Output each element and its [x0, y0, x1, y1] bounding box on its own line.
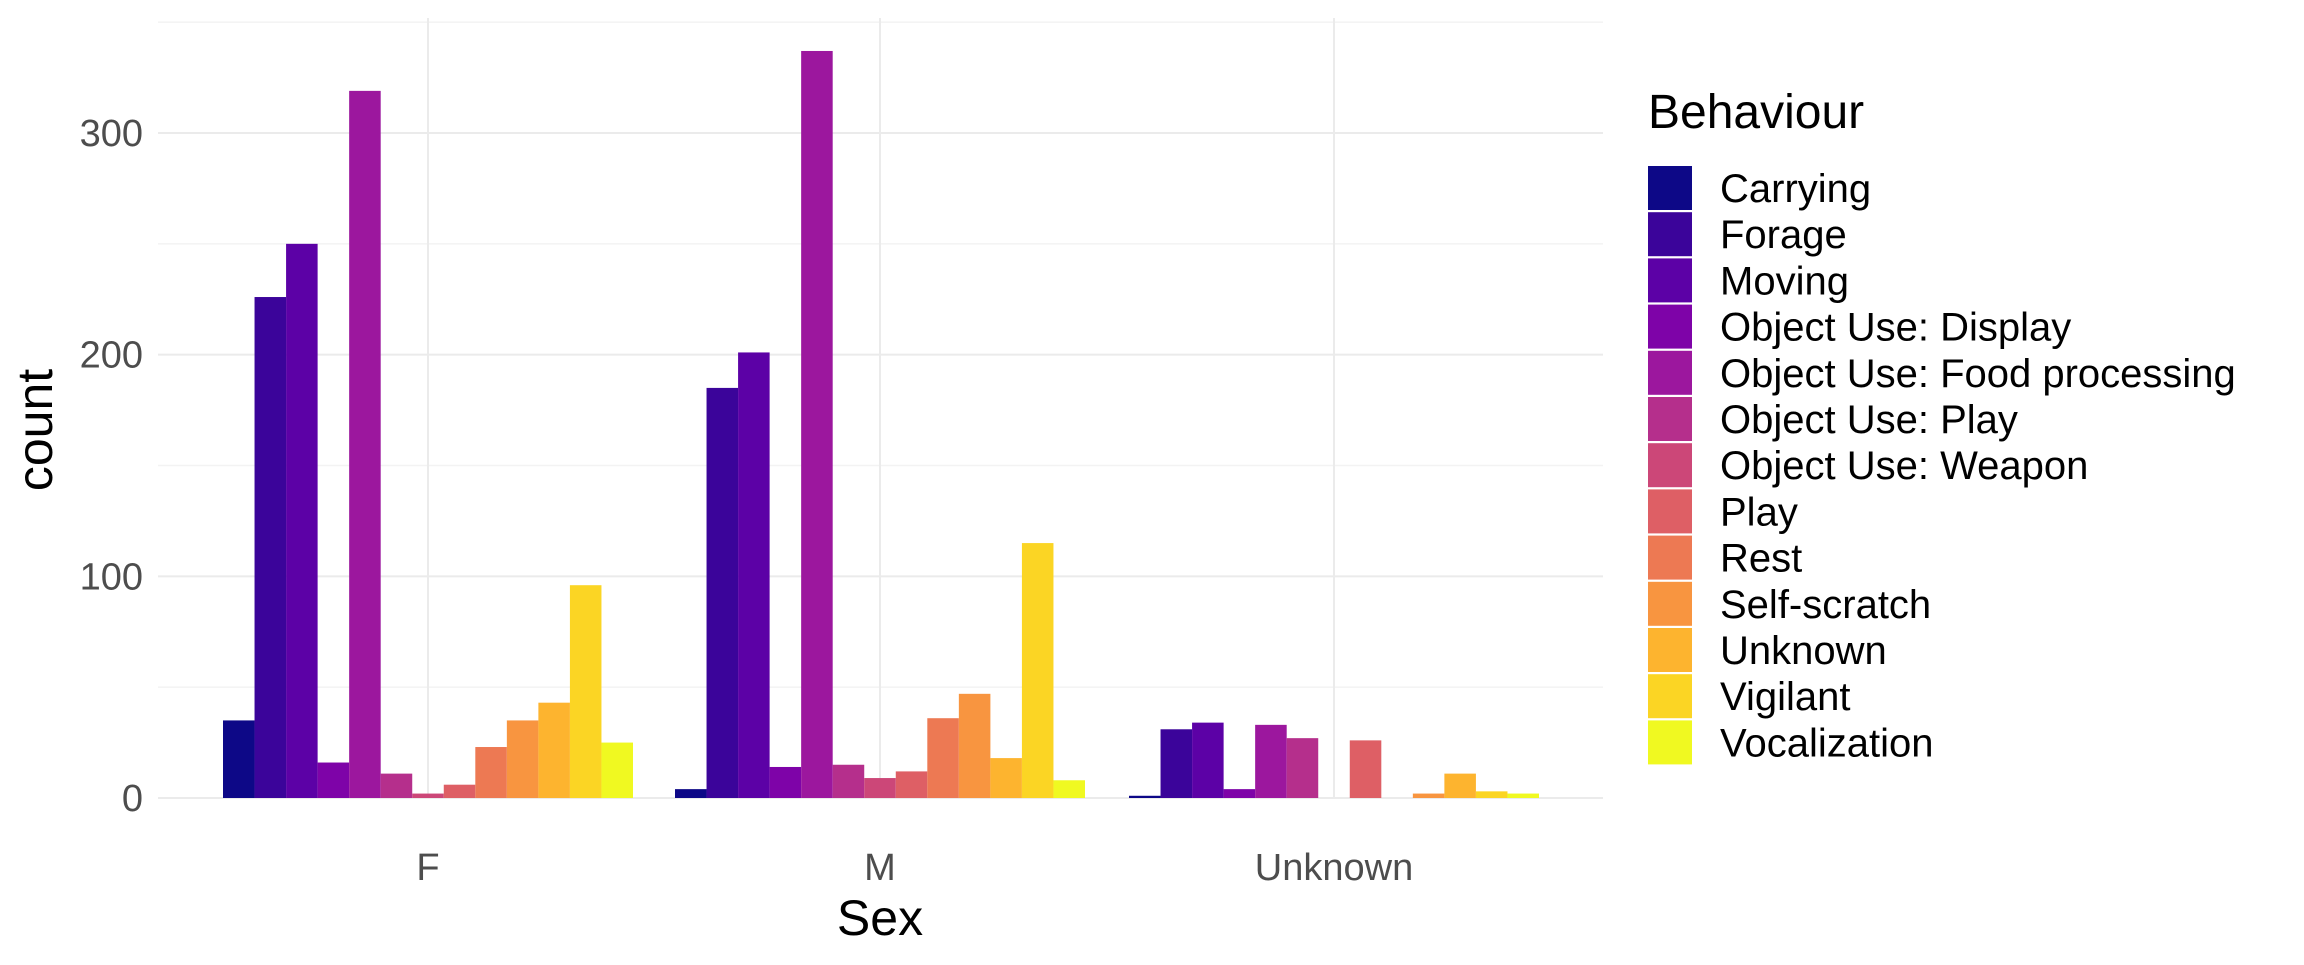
bar — [1223, 789, 1256, 798]
bar — [769, 766, 802, 798]
bar — [443, 784, 476, 798]
bar — [958, 693, 991, 798]
legend-key — [1648, 304, 1692, 349]
bar — [349, 90, 381, 799]
bar — [223, 720, 255, 798]
bar — [380, 773, 413, 798]
y-tick-label: 200 — [80, 335, 143, 377]
legend-key — [1648, 212, 1692, 257]
legend-key — [1648, 443, 1692, 488]
bar — [832, 764, 865, 798]
legend-label: Object Use: Weapon — [1720, 444, 2088, 488]
bar — [801, 50, 833, 799]
legend-key — [1648, 581, 1692, 626]
bar — [254, 297, 287, 798]
x-axis-title: Sex — [837, 890, 923, 946]
bar — [506, 720, 539, 798]
legend-label: Unknown — [1720, 629, 1887, 673]
legend-key — [1648, 350, 1692, 395]
bar — [864, 778, 896, 798]
bar — [1349, 740, 1382, 798]
bar — [1507, 793, 1539, 798]
y-axis-title: count — [7, 369, 63, 491]
legend-key — [1648, 535, 1692, 580]
bar — [1160, 729, 1193, 798]
legend-label: Vigilant — [1720, 675, 1850, 719]
bar — [927, 718, 959, 798]
bar — [1129, 795, 1161, 798]
legend-label: Forage — [1720, 213, 1847, 257]
legend-key — [1648, 258, 1692, 303]
legend-label: Moving — [1720, 259, 1849, 303]
bar — [1192, 722, 1224, 798]
legend-key — [1648, 720, 1692, 765]
bar — [286, 243, 318, 798]
bar — [1475, 791, 1508, 798]
legend-label: Carrying — [1720, 167, 1871, 211]
bar — [601, 742, 633, 798]
legend-label: Rest — [1720, 537, 1802, 581]
legend-label: Object Use: Display — [1720, 306, 2071, 350]
legend-label: Self-scratch — [1720, 583, 1931, 627]
bar — [475, 747, 507, 798]
legend-label: Play — [1720, 490, 1798, 534]
legend-key — [1648, 489, 1692, 534]
bar — [1412, 793, 1445, 798]
bar — [1021, 543, 1054, 798]
legend-label: Object Use: Food processing — [1720, 352, 2236, 396]
bar — [1444, 773, 1476, 798]
bar — [317, 762, 350, 798]
bar — [1053, 780, 1085, 798]
x-axis-ticks: F M Unknown — [416, 847, 1413, 889]
y-tick-label: 100 — [80, 556, 143, 598]
y-axis-ticks: 0 100 200 300 — [80, 113, 143, 820]
x-tick-label: M — [864, 847, 896, 889]
legend-key — [1648, 397, 1692, 441]
y-tick-label: 0 — [122, 778, 143, 820]
legend-key — [1648, 674, 1692, 719]
legend-label: Vocalization — [1720, 721, 1933, 765]
legend-label: Object Use: Play — [1720, 398, 2018, 442]
bar — [1286, 738, 1319, 798]
y-tick-label: 300 — [80, 113, 143, 155]
bar — [895, 771, 928, 798]
bar — [1255, 724, 1287, 798]
x-tick-label: F — [416, 847, 439, 889]
bars — [223, 50, 1539, 799]
legend-key — [1648, 628, 1692, 672]
bar — [412, 793, 444, 798]
bar — [675, 789, 707, 798]
legend-key — [1648, 166, 1692, 210]
legend-title: Behaviour — [1648, 86, 1864, 139]
bar — [538, 702, 570, 798]
bar — [569, 585, 602, 798]
bar — [990, 758, 1022, 798]
bar — [706, 387, 739, 798]
bar — [738, 352, 770, 798]
x-tick-label: Unknown — [1255, 847, 1413, 889]
